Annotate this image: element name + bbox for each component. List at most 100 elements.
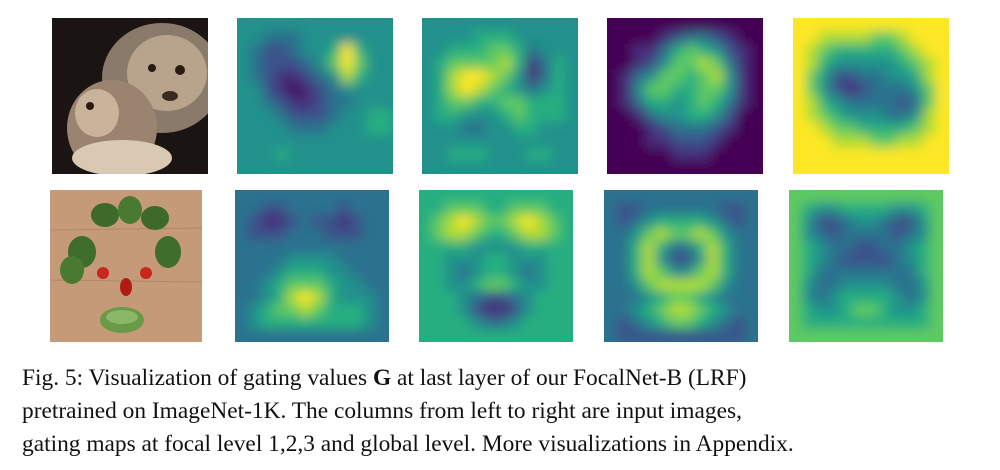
- heatmap-cell: [534, 227, 548, 241]
- heatmap-cell: [805, 82, 820, 97]
- heatmap-cell: [831, 95, 846, 110]
- heatmap-cell: [706, 227, 720, 241]
- heatmap-cell: [247, 316, 261, 330]
- heatmap-cell: [616, 240, 630, 254]
- heatmap-cell: [857, 134, 872, 149]
- heatmap-cell: [286, 278, 300, 292]
- heatmap-cell: [525, 43, 540, 58]
- heatmap-cell: [337, 202, 351, 216]
- heatmap-cell: [857, 147, 872, 162]
- heatmap-cell: [547, 227, 561, 241]
- heatmap-cell: [551, 134, 566, 149]
- heatmap-cell: [559, 291, 573, 305]
- heatmap-cell: [262, 43, 277, 58]
- heatmap-cell: [922, 160, 937, 174]
- heatmap-cell: [870, 82, 885, 97]
- heatmap-cell: [547, 329, 561, 342]
- heatmap-cell: [473, 95, 488, 110]
- heatmap-cell: [314, 160, 329, 174]
- heatmap-cell: [434, 43, 449, 58]
- heatmap-svg: [235, 190, 389, 342]
- heatmap-cell: [680, 227, 695, 241]
- heatmap-cell: [275, 121, 290, 136]
- heatmap-cell: [684, 56, 699, 71]
- heatmap-cell: [878, 253, 892, 267]
- heatmap-cell: [697, 160, 712, 174]
- heatmap-cell: [865, 253, 880, 267]
- heatmap-cell: [744, 265, 758, 279]
- heatmap-cell: [814, 316, 828, 330]
- heatmap-cell: [457, 202, 471, 216]
- heatmap-cell: [486, 56, 501, 71]
- heatmap-cell: [444, 215, 458, 229]
- heatmap-cell: [883, 108, 898, 123]
- heatmap-cell: [350, 303, 364, 317]
- heatmap-cell: [667, 291, 682, 305]
- heatmap-cell: [883, 134, 898, 149]
- heatmap-cell: [840, 303, 854, 317]
- heatmap-cells: [422, 18, 578, 174]
- heatmap-cell: [706, 291, 720, 305]
- heatmap-cell: [732, 240, 746, 254]
- heatmap-cell: [521, 316, 535, 330]
- heatmap-cell: [789, 215, 803, 229]
- heatmap-cell: [749, 82, 763, 97]
- heatmap-cell: [697, 56, 712, 71]
- heatmap-cell: [710, 160, 725, 174]
- heatmap-cell: [789, 202, 803, 216]
- heatmap-cell: [534, 253, 548, 267]
- heatmap-cell: [852, 329, 867, 342]
- heatmap-cell: [262, 160, 277, 174]
- heatmap-cell: [237, 69, 251, 84]
- heatmap-cell: [547, 316, 561, 330]
- heatmap-cell: [288, 121, 303, 136]
- heatmap-cell: [852, 316, 867, 330]
- heatmap-cell: [917, 240, 931, 254]
- heatmap-cell: [482, 265, 497, 279]
- heatmap-cell: [460, 69, 475, 84]
- heatmap-cell: [235, 291, 249, 305]
- heatmap-cell: [288, 56, 303, 71]
- heatmap-cell: [723, 43, 738, 58]
- heatmap-cell: [508, 227, 522, 241]
- heatmap-cells: [419, 190, 573, 342]
- heatmap-cell: [508, 316, 522, 330]
- heatmap-cell: [324, 291, 338, 305]
- heatmap-cell: [723, 56, 738, 71]
- heatmap-cell: [375, 215, 389, 229]
- heatmap-cell: [658, 95, 673, 110]
- heatmap-cell: [350, 202, 364, 216]
- heatmap-cell: [499, 18, 514, 32]
- heatmap-cell: [235, 253, 249, 267]
- heatmap-cell: [301, 147, 316, 162]
- heatmap-cell: [896, 82, 911, 97]
- heatmap-cell: [805, 56, 820, 71]
- heatmap-cell: [935, 147, 949, 162]
- heatmap-cell: [878, 227, 892, 241]
- heatmap-cell: [237, 82, 251, 97]
- gating-map-row1-global: [793, 18, 949, 174]
- heatmap-cell: [629, 329, 643, 342]
- heatmap-cell: [929, 253, 943, 267]
- heatmap-cell: [878, 190, 892, 203]
- heatmap-cell: [891, 278, 905, 292]
- heatmap-cell: [732, 215, 746, 229]
- heatmap-cells: [604, 190, 758, 342]
- heatmap-cell: [629, 227, 643, 241]
- heatmap-cell: [891, 190, 905, 203]
- heatmap-cell: [375, 265, 389, 279]
- heatmap-cell: [457, 329, 471, 342]
- heatmap-cell: [275, 18, 290, 32]
- heatmap-cell: [607, 134, 621, 149]
- heatmap-cell: [632, 69, 647, 84]
- heatmap-cell: [667, 329, 682, 342]
- heatmap-cell: [260, 329, 274, 342]
- heatmap-cell: [353, 121, 368, 136]
- heatmap-cell: [538, 82, 553, 97]
- heatmap-cell: [521, 253, 535, 267]
- heatmap-cell: [831, 82, 846, 97]
- heatmap-cell: [301, 160, 316, 174]
- heatmap-cell: [298, 291, 313, 305]
- heatmap-cell: [632, 95, 647, 110]
- heatmap-cell: [288, 82, 303, 97]
